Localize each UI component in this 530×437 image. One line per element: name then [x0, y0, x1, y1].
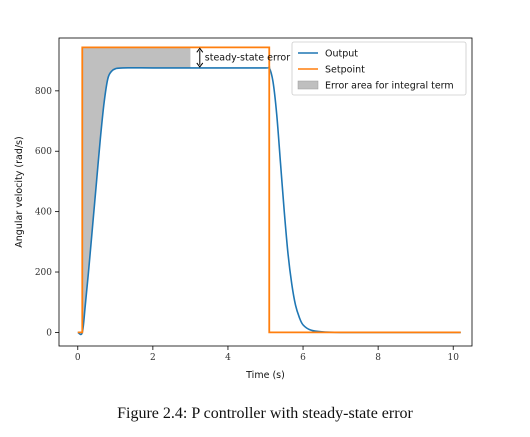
y-tick-label: 800: [35, 87, 52, 97]
x-tick-label: 4: [225, 353, 231, 363]
y-axis-label: Angular velocity (rad/s): [14, 136, 25, 247]
annotation-arrowhead-bottom: [196, 62, 204, 68]
figure-caption: Figure 2.4: P controller with steady-sta…: [117, 405, 413, 422]
annotation-text: steady-state error: [205, 53, 290, 64]
x-tick-label: 8: [375, 353, 381, 363]
figure-chart: 0 2 4 6 8 10 0 200 400 600 800 Time (s) Angular velo…: [14, 37, 473, 381]
axes-frame: [58, 37, 473, 347]
y-tick-label: 400: [35, 208, 52, 218]
y-tick-label: 0: [46, 328, 52, 338]
legend-entry-error-area-swatch: [297, 80, 319, 90]
x-tick-label: 0: [75, 353, 81, 363]
y-tick-label: 200: [35, 268, 52, 278]
y-tick-label: 600: [35, 147, 52, 157]
legend-entry-error-area-label: Error area for integral term: [325, 81, 454, 92]
x-tick-label: 10: [448, 353, 460, 363]
legend-entry-setpoint-label: Setpoint: [325, 65, 365, 76]
x-tick-label: 2: [150, 353, 156, 363]
series-line-setpoint: [77, 46, 461, 334]
x-tick-label: 6: [300, 353, 306, 363]
x-axis-label: Time (s): [245, 370, 285, 381]
error-area-fill: [82, 47, 191, 333]
legend-entry-output-label: Output: [325, 49, 358, 60]
legend-box: [291, 41, 467, 96]
plot-area: 0 2 4 6 8 10 0 200 400 600 800 Time (s) Angular velo…: [14, 37, 473, 381]
annotation-arrowhead-top: [196, 47, 204, 53]
